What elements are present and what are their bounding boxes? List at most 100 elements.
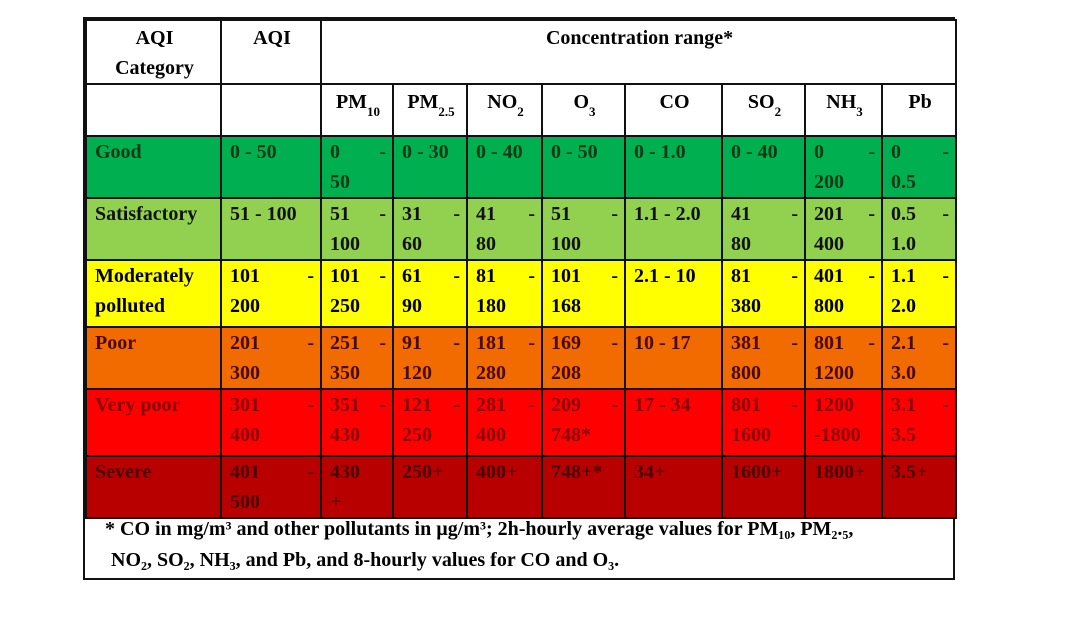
- concentration-cell: 0 - 40: [466, 135, 543, 199]
- pollutant-header-row: PM10 PM2.5 NO2 O3 CO SO2 NH3 Pb: [85, 83, 958, 137]
- concentration-cell: 801-1200: [804, 326, 883, 390]
- concentration-cell: 51-100: [320, 197, 394, 261]
- concentration-cell: 17 - 34: [624, 388, 723, 457]
- concentration-cell: 181-280: [466, 326, 543, 390]
- category-cell: Severe: [85, 455, 222, 519]
- pollutant-name: PM: [407, 91, 439, 113]
- concentration-cell: 1.1-2.0: [880, 259, 958, 328]
- pollutant-subscript: 10: [367, 104, 381, 119]
- concentration-cell: 61-90: [392, 259, 468, 328]
- header-pollutant: NH3: [804, 83, 883, 137]
- concentration-cell: 0 - 1.0: [624, 135, 723, 199]
- concentration-cell: 430 +: [320, 455, 394, 519]
- concentration-cell: 0 - 30: [392, 135, 468, 199]
- pollutant-subscript: 2.5: [438, 104, 455, 119]
- concentration-cell: 1.1 - 2.0: [624, 197, 723, 261]
- concentration-cell: 1200 -1800: [804, 388, 883, 457]
- pollutant-name: SO: [747, 91, 775, 113]
- concentration-cell: 381-800: [721, 326, 806, 390]
- category-cell: Poor: [85, 326, 222, 390]
- concentration-cell: 748+*: [541, 455, 626, 519]
- concentration-cell: 121-250: [392, 388, 468, 457]
- concentration-cell: 81-180: [466, 259, 543, 328]
- concentration-cell: 41-80: [721, 197, 806, 261]
- concentration-cell: 91-120: [392, 326, 468, 390]
- concentration-cell: 351-430: [320, 388, 394, 457]
- footnote-line-2: NO₂, SO₂, NH₃, and Pb, and 8-hourly valu…: [111, 549, 620, 571]
- concentration-cell: 51-100: [541, 197, 626, 261]
- pollutant-name: NO: [487, 91, 518, 113]
- pollutant-name: CO: [659, 91, 690, 113]
- header-pollutant: SO2: [721, 83, 806, 137]
- category-cell: Satisfactory: [85, 197, 222, 261]
- header-concentration-range: Concentration range*: [319, 19, 958, 85]
- header-pollutant: O3: [541, 83, 626, 137]
- concentration-cell: 0-200: [804, 135, 883, 199]
- header-blank: [85, 83, 222, 137]
- concentration-cell: 281-400: [466, 388, 543, 457]
- concentration-cell: 0 - 50: [541, 135, 626, 199]
- concentration-cell: 34+: [624, 455, 723, 519]
- aqi-range-cell: 0 - 50: [220, 135, 322, 199]
- concentration-cell: 201-400: [804, 197, 883, 261]
- category-cell: Very poor: [85, 388, 222, 457]
- footnote: * CO in mg/m³ and other pollutants in µg…: [105, 514, 945, 576]
- table-row: Very poor 301-400 351-430 121-250 281-400 209…: [85, 388, 958, 457]
- concentration-cell: 801-1600: [721, 388, 806, 457]
- aqi-range-cell: 201-300: [220, 326, 322, 390]
- aqi-table: AQI Category AQI Concentration range* PM…: [85, 19, 958, 519]
- concentration-cell: 401-800: [804, 259, 883, 328]
- concentration-cell: 251-350: [320, 326, 394, 390]
- aqi-range-cell: 101-200: [220, 259, 322, 328]
- header-aqi-category: AQI Category: [85, 19, 222, 85]
- pollutant-name: PM: [335, 91, 368, 113]
- concentration-cell: 0.5-1.0: [880, 197, 958, 261]
- concentration-cell: 400+: [466, 455, 543, 519]
- aqi-range-cell: 401-500: [220, 455, 322, 519]
- concentration-cell: 0-0.5: [880, 135, 958, 199]
- aqi-range-cell: 301-400: [220, 388, 322, 457]
- header-row: AQI Category AQI Concentration range*: [85, 19, 958, 85]
- pollutant-subscript: 3: [856, 104, 863, 119]
- pollutant-subscript: 2: [517, 104, 524, 119]
- table-row: Satisfactory 51 - 100 51-100 31-60 41-80 51-1…: [85, 197, 958, 261]
- pollutant-name: Pb: [908, 91, 932, 113]
- concentration-cell: 81-380: [721, 259, 806, 328]
- concentration-cell: 209-748*: [541, 388, 626, 457]
- aqi-range-cell: 51 - 100: [220, 197, 322, 261]
- header-pollutant: CO: [624, 83, 723, 137]
- header-blank: [220, 83, 322, 137]
- concentration-cell: 250+: [392, 455, 468, 519]
- concentration-cell: 10 - 17: [624, 326, 723, 390]
- category-cell: Good: [85, 135, 222, 199]
- table-row: Poor 201-300 251-350 91-120 181-280 169-208 10…: [85, 326, 958, 390]
- concentration-cell: 41-80: [466, 197, 543, 261]
- concentration-cell: 3.5+: [880, 455, 958, 519]
- pollutant-subscript: 3: [589, 104, 596, 119]
- table-row: Moderately polluted 101-200 101-250 61-90 81…: [85, 259, 958, 328]
- header-pollutant: Pb: [880, 83, 958, 137]
- concentration-cell: 1800+: [804, 455, 883, 519]
- pollutant-name: NH: [826, 91, 857, 113]
- header-pollutant: PM2.5: [392, 83, 468, 137]
- concentration-cell: 2.1 - 10: [624, 259, 723, 328]
- header-pollutant: PM10: [320, 83, 394, 137]
- concentration-cell: 0 - 40: [721, 135, 806, 199]
- concentration-cell: 2.1-3.0: [880, 326, 958, 390]
- header-aqi: AQI: [220, 19, 322, 85]
- concentration-cell: 31-60: [392, 197, 468, 261]
- table-row: Good 0 - 50 0-50 0 - 30 0 - 40 0 - 50 0 - 1.0 0…: [85, 135, 958, 199]
- concentration-cell: 101-168: [541, 259, 626, 328]
- category-cell: Moderately polluted: [85, 259, 222, 328]
- concentration-cell: 1600+: [721, 455, 806, 519]
- concentration-cell: 0-50: [320, 135, 394, 199]
- concentration-cell: 169-208: [541, 326, 626, 390]
- pollutant-subscript: 2: [774, 104, 782, 119]
- concentration-cell: 101-250: [320, 259, 394, 328]
- table-row: Severe 401-500 430 +250+ 400+ 748+* 34+ 1600+ 18…: [85, 455, 958, 519]
- concentration-cell: 3.1-3.5: [880, 388, 958, 457]
- footnote-line-1: * CO in mg/m³ and other pollutants in µg…: [105, 518, 854, 540]
- aqi-table-document: AQI Category AQI Concentration range* PM…: [83, 17, 958, 580]
- header-pollutant: NO2: [466, 83, 543, 137]
- pollutant-name: O: [573, 91, 590, 113]
